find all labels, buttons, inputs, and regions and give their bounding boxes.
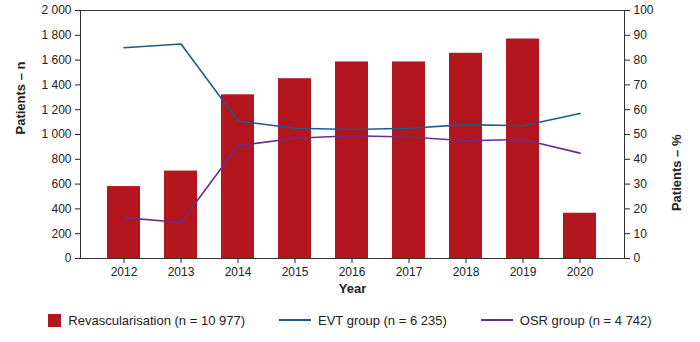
html-text:EVT group (n = 6 235): EVT group (n = 6 235) [318, 312, 447, 328]
svg-text:2016: 2016 [339, 265, 366, 279]
svg-text:2020: 2020 [567, 265, 594, 279]
svg-text:200: 200 [51, 227, 71, 241]
svg-text:0: 0 [634, 251, 641, 265]
svg-text:100: 100 [634, 3, 654, 17]
svg-text:0: 0 [65, 251, 72, 265]
svg-text:2014: 2014 [225, 265, 252, 279]
svg-text:2012: 2012 [111, 265, 138, 279]
svg-text:80: 80 [634, 53, 648, 67]
svg-text:2018: 2018 [453, 265, 480, 279]
svg-text:Year: Year [339, 281, 366, 296]
svg-text:10: 10 [634, 227, 648, 241]
svg-text:70: 70 [634, 78, 648, 92]
svg-text:1 600: 1 600 [41, 53, 71, 67]
svg-text:2017: 2017 [396, 265, 423, 279]
svg-text:Patients – %: Patients – % [669, 134, 684, 211]
svg-text:1 200: 1 200 [41, 103, 71, 117]
svg-text:600: 600 [51, 177, 71, 191]
svg-text:1 400: 1 400 [41, 78, 71, 92]
svg-text:1 800: 1 800 [41, 28, 71, 42]
svg-text:2013: 2013 [168, 265, 195, 279]
svg-text:2019: 2019 [510, 265, 537, 279]
svg-text:30: 30 [634, 177, 648, 191]
html-text:Revascularisation (n = 10 977): Revascularisation (n = 10 977) [68, 312, 245, 328]
svg-text:2015: 2015 [282, 265, 309, 279]
svg-text:Patients – n: Patients – n [13, 61, 28, 134]
svg-text:60: 60 [634, 103, 648, 117]
svg-text:800: 800 [51, 152, 71, 166]
svg-text:400: 400 [51, 202, 71, 216]
svg-text:2 000: 2 000 [41, 3, 71, 17]
svg-text:20: 20 [634, 202, 648, 216]
svg-text:40: 40 [634, 152, 648, 166]
svg-text:1 000: 1 000 [41, 127, 71, 141]
svg-text:90: 90 [634, 28, 648, 42]
svg-text:50: 50 [634, 127, 648, 141]
html-text:OSR group (n = 4 742): OSR group (n = 4 742) [519, 312, 652, 328]
